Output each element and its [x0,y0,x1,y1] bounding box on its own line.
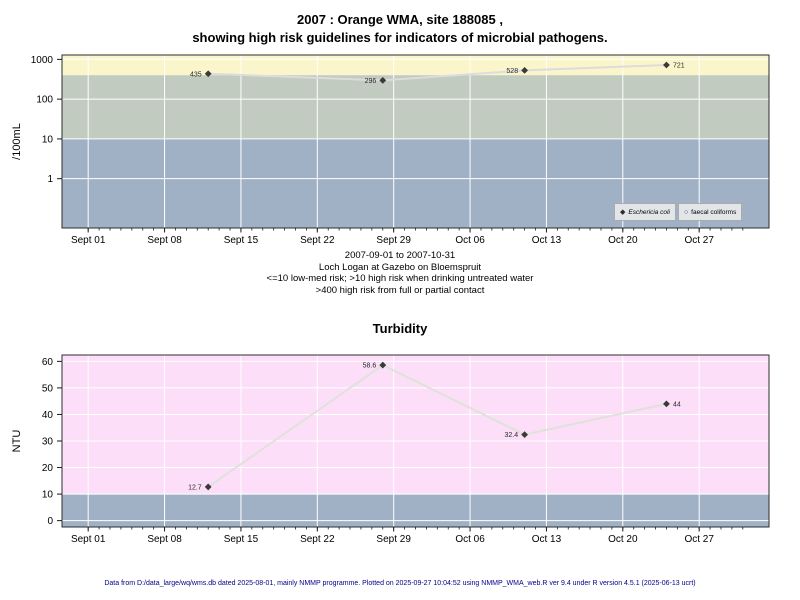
risk-notes-block: 2007-09-01 to 2007-10-31 Loch Logan at G… [0,250,800,296]
filled-diamond-icon: ◆ [620,208,626,216]
legend-label-ecoli: Eschericia coli [628,208,670,216]
note-contact-risk: >400 high risk from full or partial cont… [315,284,485,296]
data-point-label: 296 [365,78,377,85]
risk-band [62,355,769,495]
x-tick-label: Sept 15 [224,235,259,246]
turbidity-title: Turbidity [372,321,428,336]
y-tick-label: 20 [42,463,54,474]
x-tick-label: Oct 13 [532,534,562,545]
x-tick-label: Sept 22 [300,534,335,545]
x-tick-label: Oct 27 [684,235,714,246]
risk-band [62,494,769,527]
main-title-line1: 2007 : Orange WMA, site 188085 , [297,12,503,27]
y-tick-label: 1 [47,174,53,185]
y-tick-label: 10 [42,490,54,501]
main-title: 2007 : Orange WMA, site 188085 , showing… [0,11,800,47]
y-tick-label: 40 [42,410,54,421]
open-circle-icon: ○ [683,208,689,216]
data-point-marker [663,400,670,408]
risk-band [62,75,769,139]
legend-item-ecoli: ◆ Eschericia coli [614,203,676,221]
data-line [208,64,667,82]
data-point-label: 721 [673,63,685,70]
x-tick-label: Oct 27 [684,534,714,545]
footer-provenance: Data from D:/data_large/wq/wms.db dated … [104,580,696,587]
legend-label-faecal-coliforms: faecal coliforms [691,208,737,216]
legend: ◆ Eschericia coli ○ faecal coliforms [614,203,743,221]
data-point-marker [379,77,387,84]
x-tick-label: Sept 08 [147,235,182,246]
y-tick-label: 10 [42,134,54,145]
data-point-marker [521,67,529,74]
legend-item-faecal-coliforms: ○ faecal coliforms [677,203,743,221]
data-point-label: 32.4 [504,432,518,439]
microbial-indicators-chart: Sept 01 Sept 08 Sept 15 Sept 22 Sept 29 Oct 0… [11,54,770,246]
data-point-marker [204,483,212,491]
data-point-marker [663,61,670,69]
data-point-label: 435 [190,71,202,78]
data-point-label: 44 [673,401,681,408]
x-tick-label: Oct 06 [455,235,485,246]
data-point-marker [379,361,387,369]
y-axis-title: /100mL [11,123,23,160]
x-tick-label: Oct 20 [608,534,638,545]
x-tick-label: Sept 15 [224,534,259,545]
y-tick-label: 30 [42,437,54,448]
data-line [207,363,667,488]
x-tick-label: Sept 01 [71,534,106,545]
risk-band [62,55,769,76]
y-tick-label: 0 [47,516,53,527]
y-tick-label: 50 [42,383,54,394]
data-point-label: 12.7 [188,484,202,491]
x-tick-label: Sept 01 [71,235,106,246]
note-drinking-risk: <=10 low-med risk; >10 high risk when dr… [266,273,534,284]
y-tick-label: 100 [36,95,53,106]
data-point-label: 58.6 [363,363,377,370]
x-tick-label: Sept 22 [300,235,335,246]
main-title-line2: showing high risk guidelines for indicat… [192,30,608,45]
y-tick-label: 1000 [31,55,54,66]
x-tick-label: Sept 29 [376,235,411,246]
y-axis-title: NTU [11,430,23,453]
turbidity-chart: Sept 01 Sept 08 Sept 15 Sept 22 Sept 29 Oct 0… [11,354,770,545]
x-tick-label: Oct 06 [455,534,485,545]
data-point-label: 528 [506,68,518,75]
x-tick-label: Sept 08 [147,534,182,545]
note-date-range: 2007-09-01 to 2007-10-31 [344,250,456,261]
data-point-marker [204,70,212,78]
x-tick-label: Oct 13 [532,235,562,246]
x-tick-label: Oct 20 [608,235,638,246]
note-site-name: Loch Logan at Gazebo on Bloemspruit [318,261,482,273]
data-point-marker [521,431,529,439]
x-tick-label: Sept 29 [376,534,411,545]
y-tick-label: 60 [42,357,54,368]
